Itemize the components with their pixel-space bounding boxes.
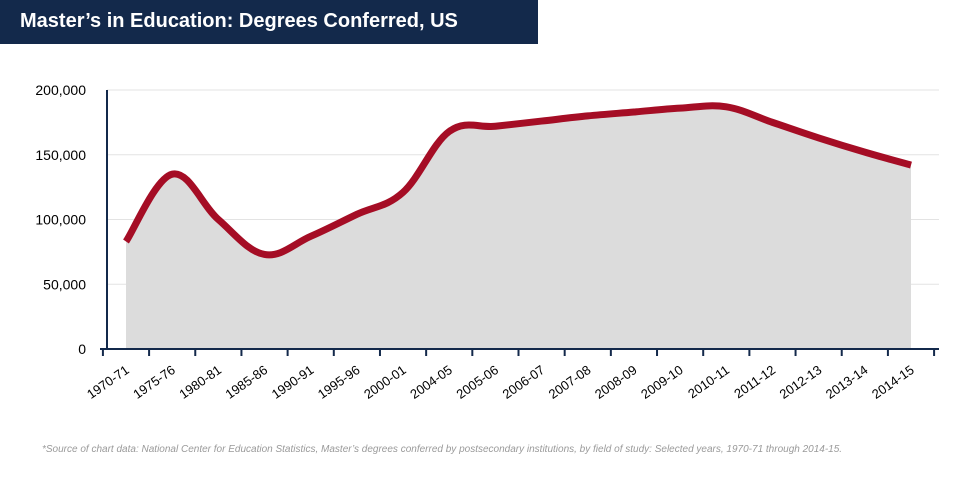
y-tick-label: 200,000 xyxy=(35,82,86,98)
series-line xyxy=(123,102,912,259)
x-tick-label: 1995-96 xyxy=(315,362,363,402)
x-tick-labels: 1970-711975-761980-811985-861990-911995-… xyxy=(84,362,917,402)
x-tick-label: 1980-81 xyxy=(176,362,224,402)
x-tick-label: 2005-06 xyxy=(453,362,501,402)
x-tick-label: 1975-76 xyxy=(130,362,178,402)
x-tick-label: 2010-11 xyxy=(685,362,732,401)
x-tick-label: 2004-05 xyxy=(407,362,455,402)
title-bar: Master’s in Education: Degrees Conferred… xyxy=(0,0,538,44)
chart-title: Master’s in Education: Degrees Conferred… xyxy=(20,10,458,32)
y-tick-label: 0 xyxy=(78,341,86,357)
x-tick-label: 1990-91 xyxy=(269,362,317,402)
x-tick-label: 2000-01 xyxy=(361,362,409,402)
x-tick-label: 2006-07 xyxy=(500,362,548,402)
x-tick-label: 2007-08 xyxy=(546,362,594,402)
axes xyxy=(100,90,939,356)
x-tick-label: 1985-86 xyxy=(223,362,271,402)
y-tick-label: 50,000 xyxy=(43,276,86,292)
y-tick-label: 150,000 xyxy=(35,147,86,163)
y-tick-labels: 0 50,000 100,000 150,000 200,000 xyxy=(35,82,86,357)
x-tick-label: 2012-13 xyxy=(777,362,825,402)
x-tick-label: 2011-12 xyxy=(731,362,778,401)
x-tick-label: 2009-10 xyxy=(638,362,686,402)
x-tick-label: 2013-14 xyxy=(823,362,871,402)
y-tick-label: 100,000 xyxy=(35,212,86,228)
area-fill xyxy=(126,105,911,349)
x-tick-label: 2008-09 xyxy=(592,362,640,402)
x-tick-label: 2014-15 xyxy=(869,362,917,402)
x-tick-label: 1970-71 xyxy=(84,362,132,402)
source-footnote: *Source of chart data: National Center f… xyxy=(42,444,843,455)
